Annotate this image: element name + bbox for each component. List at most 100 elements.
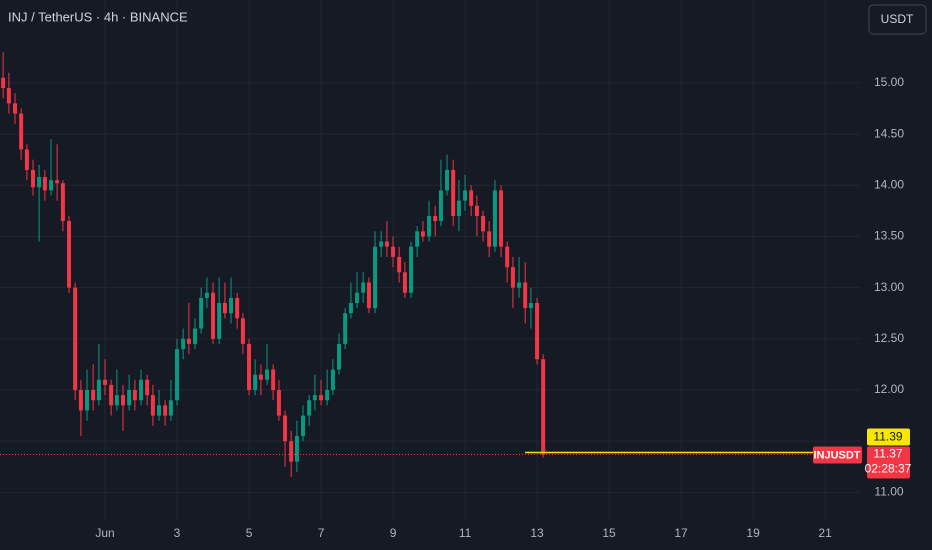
candle-body (427, 215, 432, 237)
candle-body (145, 379, 150, 396)
y-tick-label: 12.50 (874, 331, 904, 345)
x-tick-label: 19 (746, 526, 760, 540)
candle-body (127, 390, 132, 406)
y-tick-label: 14.00 (874, 177, 904, 191)
candle-body (13, 103, 18, 114)
chart-title: INJ / TetherUS · 4h · BINANCE (8, 9, 188, 24)
candle-body (217, 302, 222, 339)
candle-body (373, 246, 378, 309)
candle-body (469, 190, 474, 206)
symbol-label: INJUSDT (813, 449, 860, 461)
candle-body (499, 190, 504, 247)
candle-body (132, 390, 137, 401)
candle-body (409, 246, 414, 293)
candle-body (6, 88, 11, 104)
candle-body (384, 241, 389, 247)
x-tick-label: 5 (246, 526, 253, 540)
grid (0, 0, 860, 520)
candle-body (474, 205, 479, 216)
x-tick-label: 7 (318, 526, 325, 540)
candle-body (438, 190, 443, 222)
candle-body (235, 297, 240, 319)
candle-body (402, 272, 407, 293)
x-tick-label: Jun (95, 526, 114, 540)
x-tick-label: 13 (530, 526, 544, 540)
candles (1, 52, 546, 478)
candle-body (211, 292, 216, 339)
x-tick-label: 9 (390, 526, 397, 540)
y-tick-label: 12.00 (874, 382, 904, 396)
candle-body (517, 282, 522, 288)
candle-body (181, 338, 186, 350)
candle-body (175, 349, 180, 401)
candle-body (343, 313, 348, 344)
x-tick-label: 3 (174, 526, 181, 540)
candle-body (31, 169, 36, 188)
x-tick-label: 15 (602, 526, 616, 540)
candle-body (301, 415, 306, 437)
overlay: 11.0011.5012.0012.5013.0013.5014.0014.50… (0, 75, 912, 540)
candle-body (528, 302, 533, 309)
candle-body (415, 231, 420, 247)
candle-body (109, 384, 114, 406)
candle-body (85, 390, 90, 411)
candle-body (355, 292, 360, 303)
candle-body (325, 390, 330, 401)
candle-body (42, 177, 47, 191)
last-price-label: 11.37 (873, 447, 902, 461)
candle-body (73, 287, 78, 390)
candle-body (433, 215, 438, 222)
candle-body (91, 390, 96, 401)
y-tick-label: 13.00 (874, 280, 904, 294)
candle-body (67, 221, 72, 288)
candle-body (294, 436, 299, 462)
currency-button[interactable] (868, 4, 927, 35)
candle-body (397, 256, 402, 273)
candle-body (121, 395, 126, 406)
currency-label[interactable]: USDT (881, 12, 914, 26)
candle-body (49, 180, 54, 191)
y-tick-label: 15.00 (874, 75, 904, 89)
candle-body (96, 379, 101, 401)
candle-body (523, 282, 528, 309)
candle-body (289, 441, 294, 462)
candle-body (276, 390, 281, 416)
countdown-label: 02:28:37 (865, 462, 912, 476)
candle-body (487, 231, 492, 247)
x-tick-label: 21 (818, 526, 832, 540)
candle-body (157, 405, 162, 416)
candle-body (265, 369, 270, 380)
candle-body (193, 328, 198, 344)
y-tick-label: 11.00 (874, 485, 903, 499)
candle-body (168, 400, 173, 416)
candle-body (361, 282, 366, 293)
candle-body (456, 200, 461, 216)
candle-body (271, 369, 276, 390)
candle-body (139, 379, 144, 401)
last-price-tag (867, 446, 910, 479)
symbol-tag (813, 446, 862, 464)
candle-body (307, 400, 312, 416)
candle-body (247, 343, 252, 390)
price-line-label: 11.39 (873, 430, 902, 444)
candle-body (420, 231, 425, 237)
candle-body (481, 215, 486, 232)
candle-body (337, 343, 342, 370)
candle-body (186, 338, 191, 344)
x-tick-label: 17 (674, 526, 688, 540)
candle-body (253, 374, 258, 390)
candle-body (114, 395, 119, 406)
candle-body (258, 374, 263, 380)
candle-body (492, 190, 497, 247)
candle-body (199, 297, 204, 329)
candle-body (451, 169, 456, 216)
candle-body (348, 302, 353, 314)
y-tick-label: 14.50 (874, 126, 904, 140)
y-tick-label: 13.50 (874, 229, 904, 243)
candle-body (19, 113, 24, 150)
candle-body (204, 292, 209, 298)
candle-body (55, 180, 60, 184)
candle-body (78, 390, 83, 411)
